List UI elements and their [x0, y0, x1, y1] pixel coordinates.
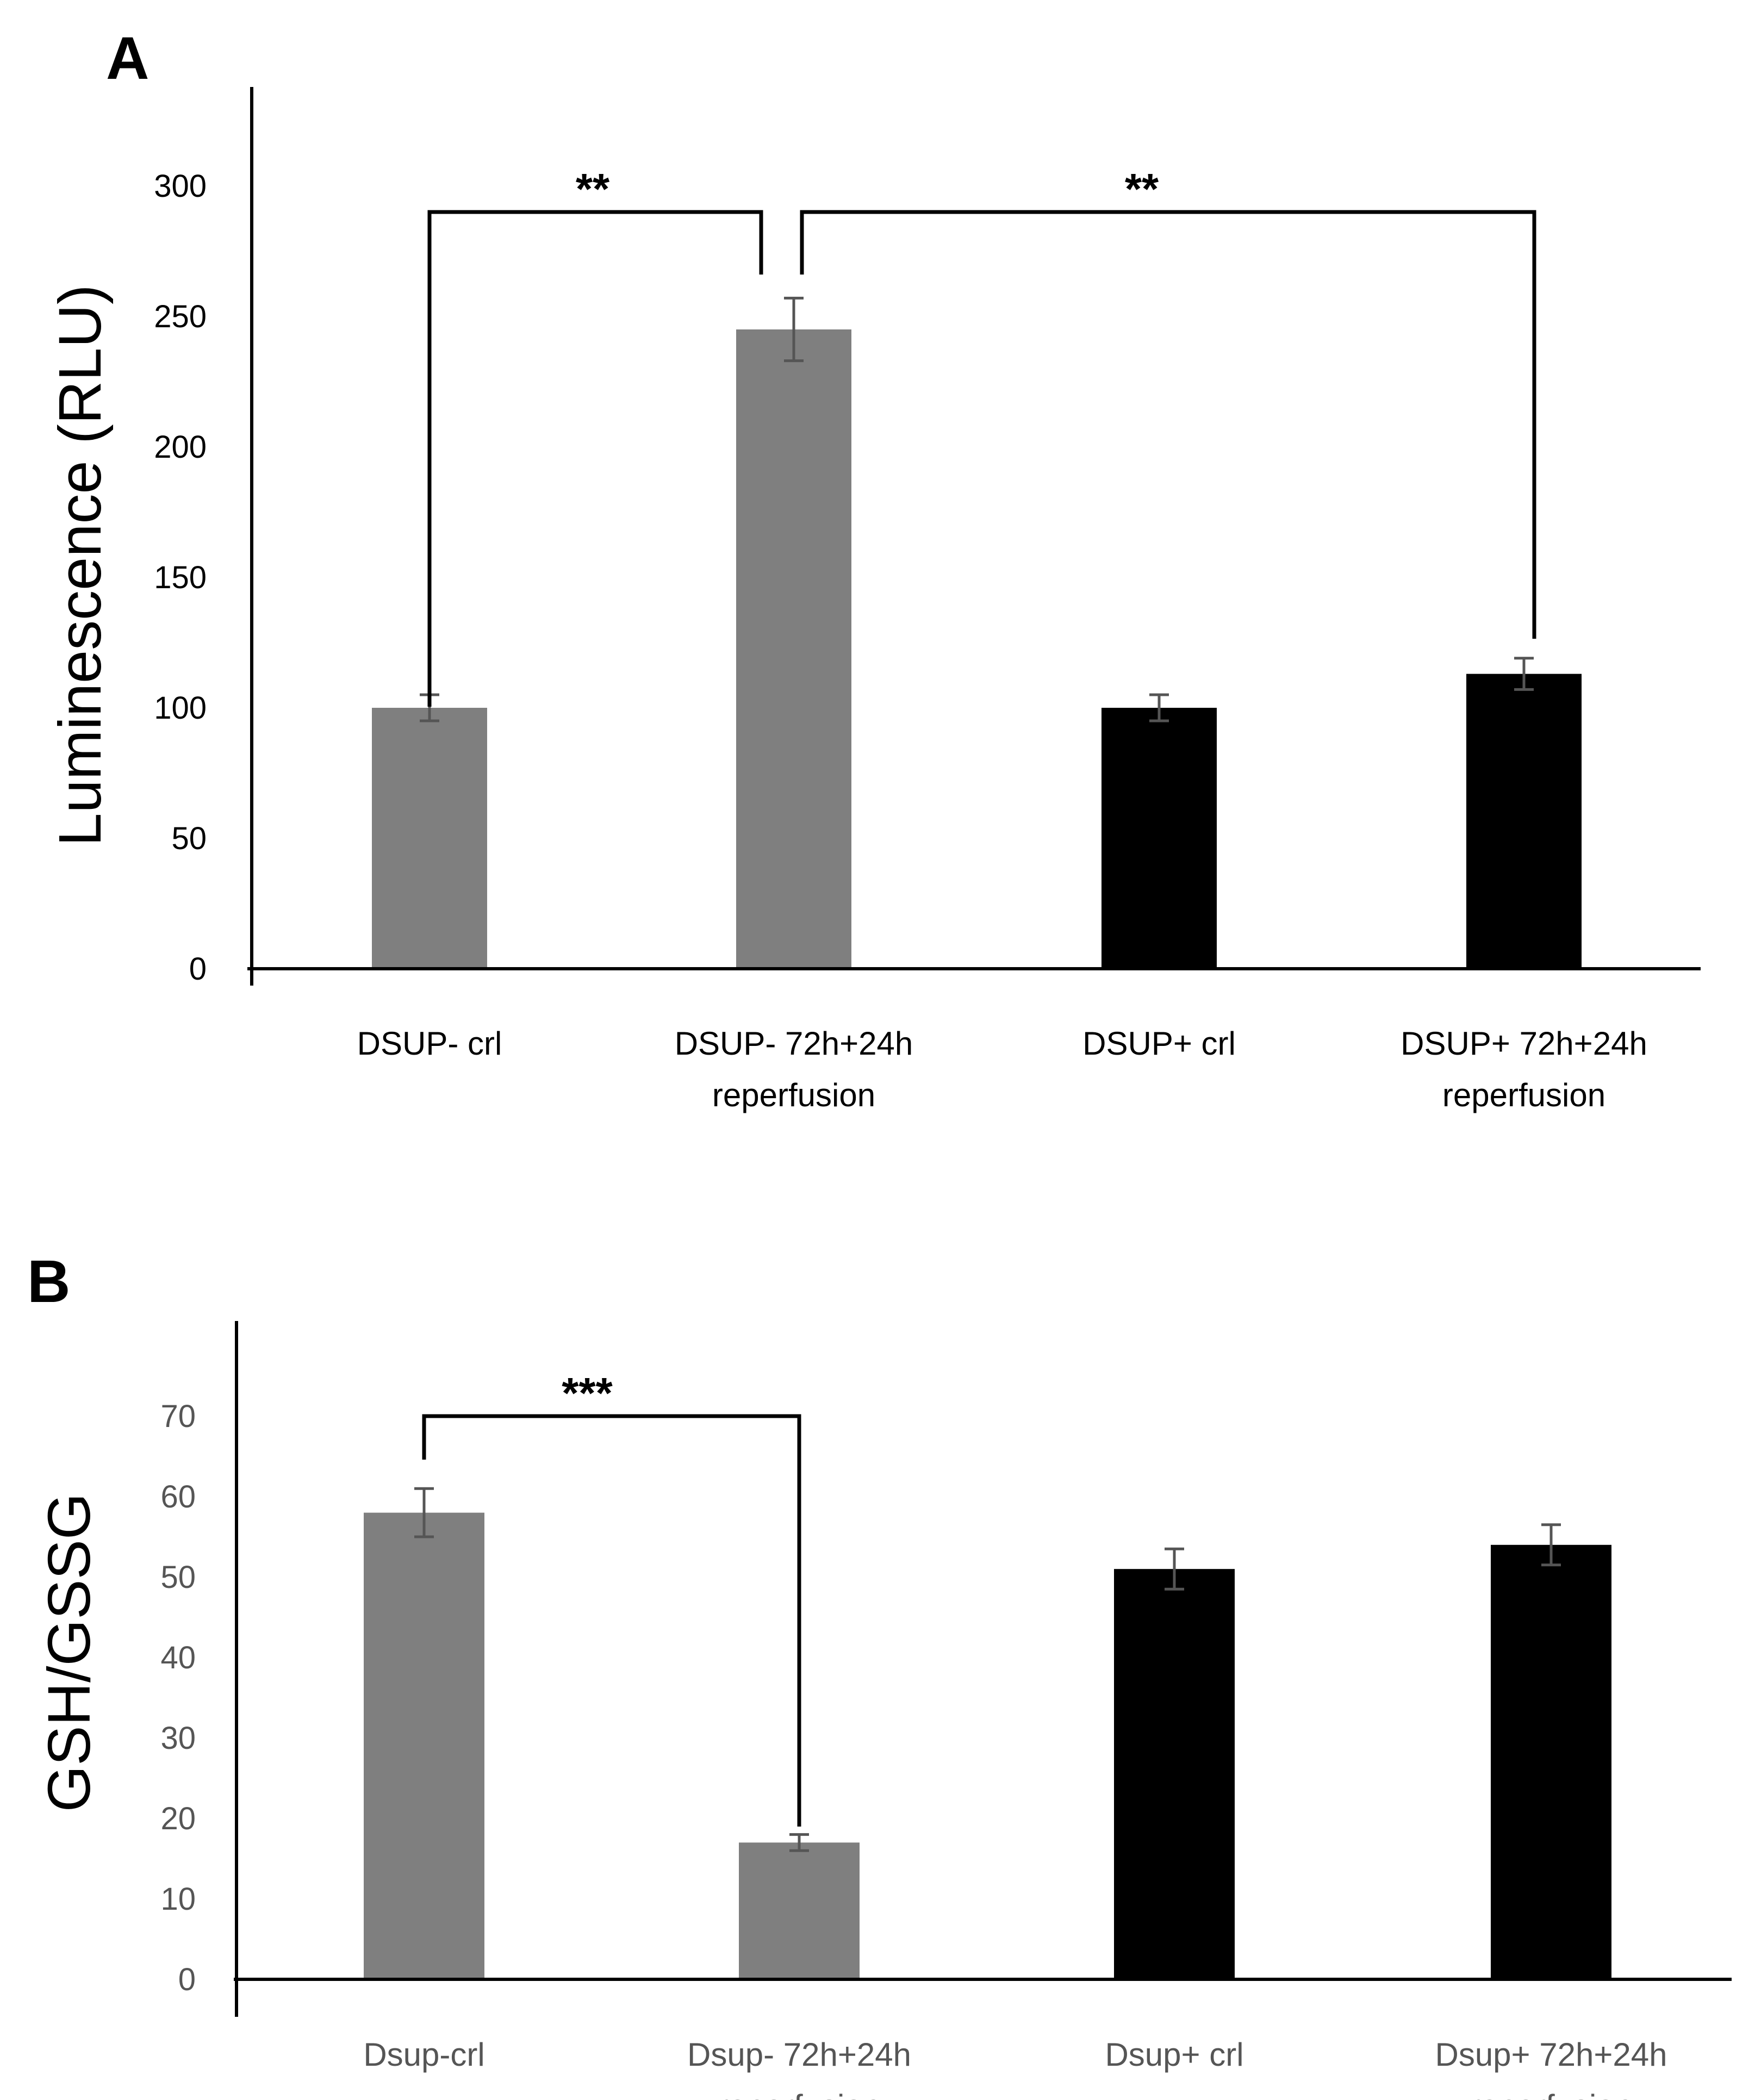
significance-label: **	[576, 165, 610, 213]
y-tick-label: 0	[178, 1962, 196, 1997]
bar	[1114, 1569, 1235, 1979]
panel-letter: B	[27, 1248, 70, 1315]
x-tick-label: Dsup- 72h+24h	[687, 2036, 911, 2073]
y-tick-label: 200	[154, 429, 207, 465]
x-tick-label: reperfusion	[1470, 2088, 1633, 2100]
y-axis-label: GSH/GSSG	[36, 1493, 103, 1812]
x-tick-label: DSUP+ crl	[1082, 1025, 1236, 1062]
y-axis-label: Luminescence (RLU)	[47, 284, 114, 846]
y-tick-label: 250	[154, 299, 207, 334]
y-tick-label: 10	[160, 1881, 196, 1917]
bar	[372, 708, 487, 969]
y-tick-label: 50	[160, 1560, 196, 1595]
x-tick-label: DSUP- 72h+24h	[675, 1025, 913, 1062]
x-tick-label: DSUP- crl	[357, 1025, 502, 1062]
x-tick-label: DSUP+ 72h+24h	[1401, 1025, 1647, 1062]
y-tick-label: 20	[160, 1801, 196, 1836]
bar	[736, 329, 851, 969]
x-tick-label: reperfusion	[1442, 1077, 1605, 1113]
y-tick-label: 50	[171, 821, 207, 856]
bar	[364, 1512, 484, 1979]
y-tick-label: 60	[160, 1479, 196, 1515]
y-tick-label: 300	[154, 169, 207, 204]
significance-label: ***	[562, 1369, 613, 1417]
x-tick-label: Dsup-crl	[363, 2036, 484, 2073]
y-tick-label: 100	[154, 690, 207, 726]
x-tick-label: reperfusion	[718, 2088, 881, 2100]
panel-letter: A	[106, 25, 149, 92]
bar	[1101, 708, 1217, 969]
x-tick-label: Dsup+ 72h+24h	[1435, 2036, 1667, 2073]
bar	[1466, 674, 1582, 969]
significance-bracket	[422, 1414, 801, 1827]
y-tick-label: 70	[160, 1399, 196, 1434]
significance-bracket	[427, 210, 763, 707]
y-tick-label: 30	[160, 1721, 196, 1756]
panel-b: B GSH/GSSG 0 10 20 30 40 50 60 70 Dsup-crl Dsup- 72…	[27, 1248, 1732, 2100]
significance-bracket	[800, 210, 1536, 639]
significance-label: **	[1125, 165, 1159, 213]
x-tick-label: reperfusion	[712, 1077, 875, 1113]
y-tick-label: 150	[154, 560, 207, 595]
bar	[739, 1842, 860, 1979]
y-tick-label: 40	[160, 1640, 196, 1675]
panel-a: A Luminescence (RLU) 0 50 100 150 200 250 300 DSU…	[47, 25, 1701, 1113]
x-tick-label: Dsup+ crl	[1105, 2036, 1243, 2073]
bar	[1491, 1544, 1611, 1979]
y-tick-label: 0	[189, 951, 207, 987]
